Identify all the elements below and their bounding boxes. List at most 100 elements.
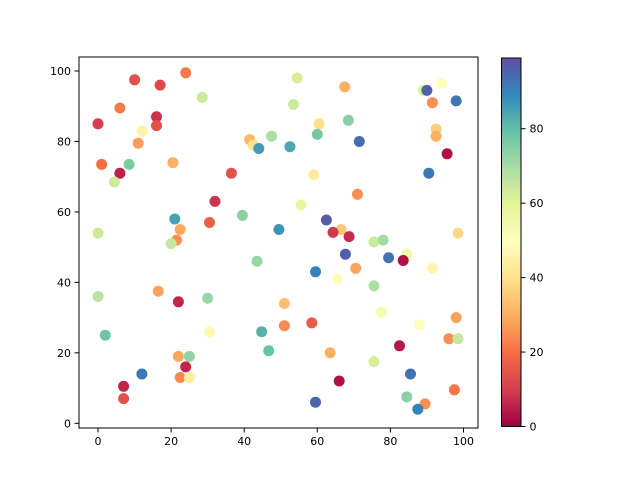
scatter-point [96, 158, 108, 170]
scatter-point [118, 380, 130, 392]
scatter-point [256, 326, 268, 338]
scatter-point [310, 266, 321, 278]
x-axis-tick-label: 0 [95, 435, 102, 448]
y-axis-tick-label: 80 [57, 135, 71, 148]
plot-area-border [78, 56, 479, 429]
scatter-point [196, 91, 208, 103]
scatter-point [263, 345, 275, 357]
scatter-point [284, 141, 296, 153]
x-axis-tick-label: 20 [164, 435, 178, 448]
scatter-point [204, 326, 215, 338]
y-axis-tick-label: 0 [64, 417, 71, 430]
scatter-point [313, 118, 325, 130]
scatter-point [452, 227, 464, 239]
scatter-point [152, 285, 164, 297]
scatter-point [108, 176, 120, 188]
scatter-point [443, 333, 455, 345]
scatter-point [405, 368, 416, 380]
scatter-point [368, 236, 380, 248]
scatter-point [180, 67, 192, 79]
scatter-point [394, 340, 405, 352]
scatter-point [202, 292, 214, 304]
scatter-point [421, 84, 433, 96]
scatter-point [129, 74, 141, 86]
scatter-point [350, 262, 362, 274]
scatter-point [426, 262, 438, 274]
scatter-point [436, 77, 448, 89]
scatter-point [368, 356, 380, 368]
scatter-point [136, 125, 148, 137]
scatter-point [236, 209, 248, 221]
scatter-point [310, 396, 321, 408]
scatter-point [430, 130, 442, 142]
scatter-point [426, 97, 438, 109]
scatter-point [397, 255, 409, 266]
scatter-point [180, 361, 192, 373]
scatter-point [99, 329, 111, 341]
scatter-point [306, 317, 318, 329]
scatter-point [414, 319, 426, 331]
y-axis-tick-label: 100 [50, 65, 71, 78]
scatter-point [167, 157, 179, 169]
scatter-point [273, 224, 285, 235]
y-axis-tick-label: 60 [57, 206, 71, 219]
scatter-point [114, 167, 126, 179]
scatter-point [154, 79, 166, 91]
scatter-point [288, 99, 299, 110]
scatter-point [352, 188, 363, 200]
scatter-point [251, 255, 263, 267]
scatter-point [295, 199, 307, 211]
x-axis-tick-label: 100 [453, 435, 474, 448]
scatter-point [92, 291, 104, 302]
scatter-point [450, 312, 462, 324]
scatter-point [118, 393, 130, 405]
scatter-point [172, 296, 184, 308]
colorbar-tick-label: 60 [530, 197, 544, 210]
scatter-point [320, 214, 332, 226]
scatter-point [353, 136, 365, 147]
scatter-point [331, 273, 343, 285]
scatter-point [151, 120, 162, 132]
scatter-point [339, 248, 351, 260]
colorbar-tick-label: 40 [530, 272, 544, 285]
colorbar-tick-label: 80 [530, 123, 544, 136]
scatter-point [174, 372, 186, 383]
scatter-point [136, 368, 148, 380]
scatter-point [423, 167, 435, 179]
scatter-point [174, 224, 186, 235]
scatter-point [165, 238, 177, 250]
scatter-point [308, 169, 320, 181]
scatter-point [92, 227, 104, 239]
scatter-point [183, 350, 195, 362]
colorbar [501, 57, 522, 427]
scatter-point [333, 375, 345, 387]
scatter-point [114, 102, 126, 114]
scatter-point [450, 95, 462, 107]
scatter-point [132, 137, 144, 149]
y-axis-tick-label: 20 [57, 347, 71, 360]
scatter-point [253, 143, 265, 154]
scatter-point [383, 252, 395, 264]
scatter-point [266, 130, 278, 142]
y-axis-tick-label: 40 [57, 276, 71, 289]
scatter-point [368, 280, 380, 292]
scatter-point [324, 347, 336, 359]
scatter-point [375, 306, 387, 318]
scatter-point [342, 114, 354, 126]
scatter-point [183, 372, 195, 383]
scatter-point [204, 217, 215, 228]
x-axis-tick-label: 80 [383, 435, 397, 448]
scatter-point [452, 333, 464, 345]
scatter-point [401, 391, 413, 403]
scatter-point [339, 81, 351, 93]
scatter-point [225, 167, 237, 179]
scatter-point [169, 213, 181, 225]
scatter-point [278, 298, 290, 309]
scatter-point [123, 158, 135, 170]
scatter-point [412, 403, 424, 415]
scatter-point [291, 72, 303, 84]
x-axis-tick-label: 60 [310, 435, 324, 448]
x-axis-tick-label: 40 [237, 435, 251, 448]
